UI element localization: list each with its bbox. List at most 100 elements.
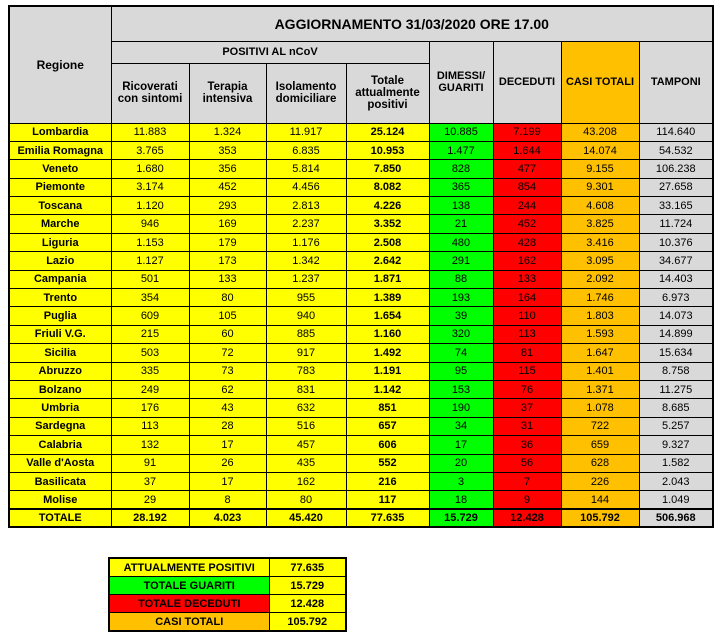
header-row: Ricoverati con sintomi Terapia intensiva I… — [9, 62, 713, 124]
cell-value: 628 — [560, 453, 640, 473]
cell-value: 452 — [188, 177, 267, 198]
region-row: Lazio 1.127 173 1.342 2.642 291 162 3.095 34.677 — [8, 251, 714, 271]
cell-value: 4.023 — [188, 508, 267, 528]
cell-value: 1.654 — [345, 306, 430, 326]
cell-value: 74 — [428, 343, 494, 363]
summary-row: CASI TOTALI 105.792 — [108, 612, 347, 632]
cell-value: 144 — [560, 490, 640, 510]
cell-value: 14.899 — [638, 324, 714, 345]
cell-value: 25.124 — [345, 122, 430, 142]
region-name: Piemonte — [8, 177, 112, 198]
cell-value: 162 — [492, 251, 562, 271]
cell-value: 7.199 — [492, 122, 562, 142]
cell-value: 193 — [428, 288, 494, 308]
summary-label: ATTUALMENTE POSITIVI — [108, 557, 270, 577]
cell-value: 293 — [188, 196, 267, 216]
total-row: TOTALE 28.192 4.023 45.420 77.635 15.729 12.42… — [8, 508, 714, 528]
region-name: Bolzano — [8, 379, 112, 400]
covid-table: Regione AGGIORNAMENTO 31/03/2020 ORE 17.0… — [8, 5, 715, 529]
cell-value: 2.043 — [638, 471, 714, 492]
region-row: Campania 501 133 1.237 1.871 88 133 2.092 14.403 — [8, 269, 714, 290]
region-name: TOTALE — [8, 508, 112, 528]
cell-value: 17 — [188, 471, 267, 492]
cell-value: 17 — [428, 435, 494, 455]
cell-value: 18 — [428, 490, 494, 510]
column-header: DECEDUTI — [492, 40, 562, 124]
region-name: Umbria — [8, 398, 112, 418]
cell-value: 3.416 — [560, 232, 640, 253]
cell-value: 1.049 — [638, 490, 714, 510]
cell-value: 2.813 — [265, 196, 347, 216]
cell-value: 452 — [492, 214, 562, 234]
cell-value: 722 — [560, 416, 640, 437]
region-name: Emilia Romagna — [8, 140, 112, 161]
region-row: Veneto 1.680 356 5.814 7.850 828 477 9.155 106.2… — [8, 159, 714, 179]
region-name: Toscana — [8, 196, 112, 216]
region-name: Basilicata — [8, 471, 112, 492]
summary-value: 12.428 — [268, 594, 347, 613]
cell-value: 3.095 — [560, 251, 640, 271]
cell-value: 2.508 — [345, 232, 430, 253]
region-name: Liguria — [8, 232, 112, 253]
cell-value: 20 — [428, 453, 494, 473]
cell-value: 1.142 — [345, 379, 430, 400]
region-row: Basilicata 37 17 162 216 3 7 226 2.043 — [8, 471, 714, 492]
cell-value: 110 — [492, 306, 562, 326]
cell-value: 354 — [110, 288, 190, 308]
cell-value: 632 — [265, 398, 347, 418]
cell-value: 457 — [265, 435, 347, 455]
cell-value: 14.074 — [560, 140, 640, 161]
summary-row: ATTUALMENTE POSITIVI 77.635 — [108, 557, 347, 577]
region-row: Lombardia 11.883 1.324 11.917 25.124 10.885 7.… — [8, 122, 714, 142]
cell-value: 1.176 — [265, 232, 347, 253]
cell-value: 37 — [492, 398, 562, 418]
cell-value: 291 — [428, 251, 494, 271]
cell-value: 105.792 — [560, 508, 640, 528]
cell-value: 105 — [188, 306, 267, 326]
cell-value: 72 — [188, 343, 267, 363]
cell-value: 854 — [492, 177, 562, 198]
cell-value: 226 — [560, 471, 640, 492]
column-header: TAMPONI — [638, 40, 714, 124]
cell-value: 11.883 — [110, 122, 190, 142]
cell-value: 80 — [265, 490, 347, 510]
column-header: DIMESSI/ GUARITI — [428, 40, 494, 124]
cell-value: 176 — [110, 398, 190, 418]
cell-value: 113 — [492, 324, 562, 345]
cell-value: 940 — [265, 306, 347, 326]
cell-value: 153 — [428, 379, 494, 400]
cell-value: 91 — [110, 453, 190, 473]
cell-value: 81 — [492, 343, 562, 363]
cell-value: 320 — [428, 324, 494, 345]
cell-value: 2.642 — [345, 251, 430, 271]
cell-value: 480 — [428, 232, 494, 253]
region-name: Calabria — [8, 435, 112, 455]
summary-value: 77.635 — [268, 557, 347, 577]
cell-value: 1.477 — [428, 140, 494, 161]
cell-value: 249 — [110, 379, 190, 400]
cell-value: 1.324 — [188, 122, 267, 142]
cell-value: 9 — [492, 490, 562, 510]
region-name: Sardegna — [8, 416, 112, 437]
cell-value: 1.871 — [345, 269, 430, 290]
summary-value: 105.792 — [268, 612, 347, 632]
cell-value: 28 — [188, 416, 267, 437]
cell-value: 8.758 — [638, 361, 714, 381]
cell-value: 477 — [492, 159, 562, 179]
region-row: Umbria 176 43 632 851 190 37 1.078 8.685 — [8, 398, 714, 418]
region-row: Liguria 1.153 179 1.176 2.508 480 428 3.416 10.3… — [8, 232, 714, 253]
cell-value: 2.092 — [560, 269, 640, 290]
region-row: Trento 354 80 955 1.389 193 164 1.746 6.973 — [8, 288, 714, 308]
region-name: Campania — [8, 269, 112, 290]
cell-value: 1.803 — [560, 306, 640, 326]
cell-value: 9.155 — [560, 159, 640, 179]
region-name: Friuli V.G. — [8, 324, 112, 345]
cell-value: 73 — [188, 361, 267, 381]
cell-value: 173 — [188, 251, 267, 271]
cell-value: 3.765 — [110, 140, 190, 161]
column-header: Regione — [8, 5, 112, 124]
cell-value: 356 — [188, 159, 267, 179]
cell-value: 60 — [188, 324, 267, 345]
cell-value: 955 — [265, 288, 347, 308]
